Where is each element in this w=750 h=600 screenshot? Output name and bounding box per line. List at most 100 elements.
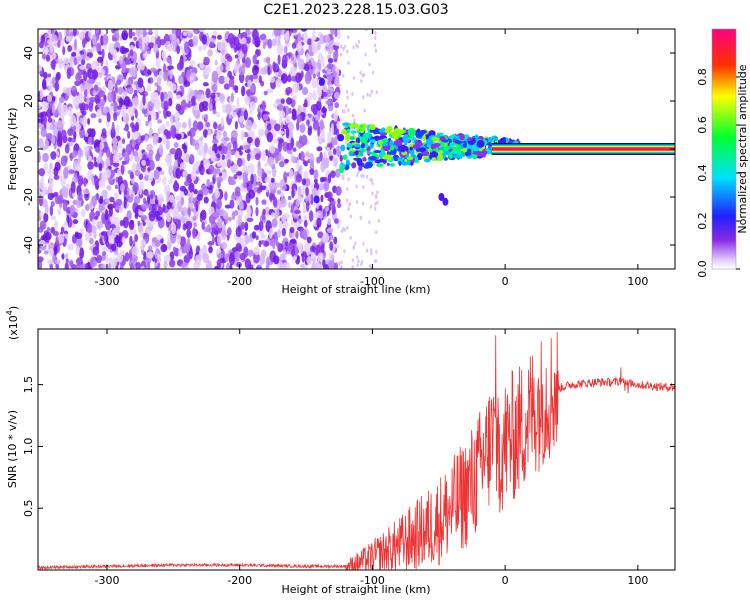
x-tick-label: -100 xyxy=(360,574,385,587)
heat-cell xyxy=(270,195,276,201)
heat-cell xyxy=(338,261,341,266)
heat-cell xyxy=(275,98,282,104)
heat-cell xyxy=(334,168,341,178)
heat-cell xyxy=(255,181,262,186)
heat-cell xyxy=(98,118,102,123)
heat-cell xyxy=(216,197,222,210)
heat-cell xyxy=(341,128,348,135)
heat-cell xyxy=(38,103,42,109)
heat-cell xyxy=(459,133,465,141)
heat-cell xyxy=(252,65,259,76)
heat-cell xyxy=(113,192,119,200)
heat-cell xyxy=(306,38,313,46)
heat-cell xyxy=(128,249,132,262)
colorbar-ticks: 0.0 0.2 0.4 0.6 0.8 xyxy=(696,68,740,278)
heat-cell xyxy=(220,258,227,264)
heat-cell xyxy=(306,236,312,244)
heat-cell xyxy=(334,262,339,269)
heat-cell xyxy=(275,241,280,247)
heat-cell xyxy=(155,152,161,162)
heat-cell xyxy=(114,184,119,190)
heat-cell xyxy=(322,232,330,244)
heat-cell xyxy=(305,52,310,63)
snr-x-ticks: -300 -200 -100 0 100 xyxy=(95,329,648,587)
heat-cell xyxy=(142,93,146,106)
heat-cell xyxy=(139,183,143,196)
heat-cell xyxy=(329,127,334,135)
heat-cell xyxy=(374,258,378,263)
heat-cell xyxy=(211,236,215,244)
heat-cell xyxy=(291,42,297,50)
heat-cell xyxy=(361,143,365,148)
heat-cell xyxy=(307,127,312,136)
heat-cell xyxy=(187,131,192,137)
heat-cell xyxy=(154,251,159,260)
heat-cell xyxy=(211,212,219,218)
heat-cell xyxy=(407,127,416,134)
colorbar-frame xyxy=(711,28,737,270)
heat-cell xyxy=(121,111,127,117)
heat-cell xyxy=(46,94,53,102)
snr-y-axis-label: SNR (10 * v/v) xyxy=(6,410,19,488)
heat-cell xyxy=(140,135,146,142)
heat-cell xyxy=(181,206,189,217)
heat-cell xyxy=(370,177,373,182)
heat-cell xyxy=(355,137,361,144)
heat-cell xyxy=(421,150,430,156)
heat-cell xyxy=(148,245,153,252)
heat-cell xyxy=(297,185,302,197)
colorbar xyxy=(712,29,736,269)
heat-cell xyxy=(286,30,290,36)
heat-cell xyxy=(47,117,53,123)
heat-cell xyxy=(287,149,293,155)
heat-cell xyxy=(297,32,302,44)
heat-cell xyxy=(89,256,96,269)
heat-cell xyxy=(245,119,253,131)
heat-cell xyxy=(103,233,107,242)
colorbar-tick-label: 0.6 xyxy=(696,116,709,134)
heat-cell xyxy=(315,77,319,89)
heat-cell xyxy=(132,150,139,158)
heat-cell xyxy=(172,207,179,220)
heat-cell xyxy=(267,156,275,167)
heat-cell xyxy=(292,29,298,33)
heat-cell xyxy=(287,195,292,201)
heat-cell xyxy=(340,265,343,269)
heat-cell xyxy=(235,150,240,159)
heat-cell xyxy=(91,225,97,234)
heat-cell xyxy=(360,173,363,178)
heat-cell xyxy=(333,148,337,156)
heat-cell xyxy=(328,259,335,269)
heat-cell xyxy=(38,248,42,255)
heat-cell xyxy=(259,34,267,41)
heat-cell xyxy=(81,84,87,92)
heat-cell xyxy=(397,157,403,161)
heat-cell xyxy=(64,262,69,269)
heat-cell xyxy=(203,56,211,65)
heat-cell xyxy=(95,66,103,72)
heat-cell xyxy=(309,168,315,176)
heat-cell xyxy=(277,103,284,112)
heat-cell xyxy=(211,231,215,238)
heat-cell xyxy=(194,29,199,35)
x-tick-label: -300 xyxy=(95,275,120,288)
heat-cell xyxy=(216,129,223,138)
heat-cell xyxy=(195,144,199,150)
heat-cell xyxy=(56,120,64,128)
heat-cell xyxy=(82,70,88,82)
heat-cell xyxy=(410,154,417,158)
heat-cell xyxy=(123,151,129,162)
heat-cell xyxy=(197,148,204,156)
heat-cell xyxy=(131,137,135,148)
heat-cell xyxy=(126,210,132,221)
heat-cell xyxy=(269,119,275,126)
heat-cell xyxy=(255,196,259,206)
heat-cell xyxy=(311,261,317,269)
heat-cell xyxy=(347,61,350,66)
heat-cell xyxy=(362,173,365,178)
heat-cell xyxy=(167,65,174,70)
heat-cell xyxy=(83,145,90,152)
heat-cell xyxy=(119,262,124,269)
colorbar-tick-label: 0.0 xyxy=(696,260,709,278)
heat-cell xyxy=(265,186,269,193)
